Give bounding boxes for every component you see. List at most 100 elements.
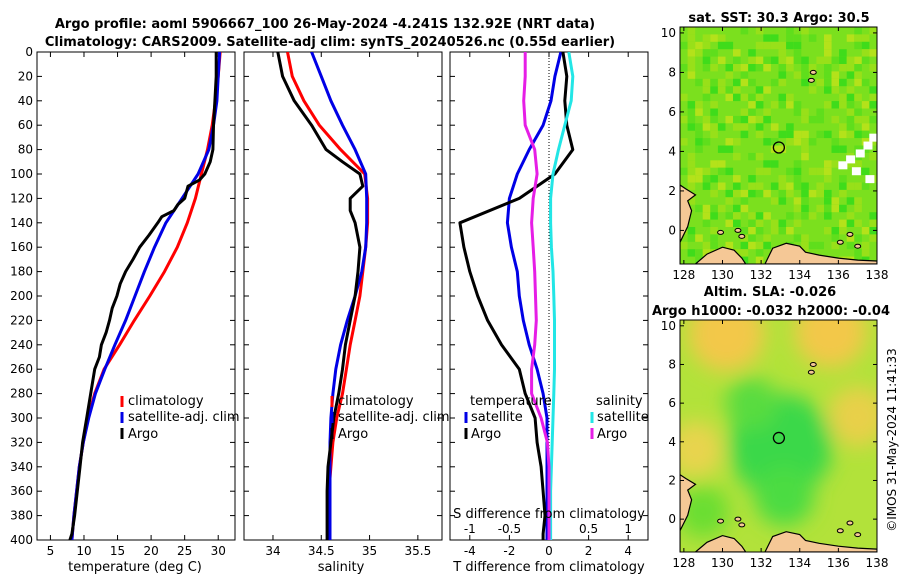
sst-cell [687,56,696,64]
sst-cell [695,49,703,57]
figure-title-line2: Climatology: CARS2009. Satellite-adj cli… [45,35,615,50]
map-y-tick-label: 6 [668,105,676,119]
sst-cell [770,145,779,153]
sst-cell [748,93,756,102]
sst-cell [854,71,862,79]
sst-cell [816,241,824,250]
sst-cell [680,115,688,124]
map-y-tick-label: 8 [668,357,676,371]
sst-cell [854,56,862,64]
sst-cell [755,41,764,50]
figure-title-line1: Argo profile: aoml 5906667_100 26-May-20… [55,17,595,32]
sst-cell [680,64,688,72]
sst-cell [755,227,764,235]
sst-cell [725,212,734,220]
sst-cell [687,160,696,168]
sst-cell [861,101,870,109]
sst-cell [854,64,862,72]
sst-cell [717,123,726,131]
sst-cell [740,123,749,131]
sst-cell [687,34,696,42]
sst-cell [687,49,696,57]
y-tick-label: 360 [10,484,33,498]
sst-cell [801,56,809,64]
sst-cell [793,219,802,227]
y-tick-label: 320 [10,435,33,449]
sst-cell [824,227,832,235]
x-tick-label: 4 [624,544,632,558]
sst-cell [740,204,749,213]
sst-cell [733,115,741,124]
map-x-tick-label: 130 [711,268,734,282]
sst-cell [680,167,688,176]
sst-cell [831,78,840,87]
sst-cell [839,64,847,72]
sst-cell [831,101,840,109]
sst-cell [831,197,840,205]
sst-cell [801,182,809,190]
sst-cell [793,204,802,213]
sst-cell [710,101,718,109]
sst-cell [831,138,840,146]
sst-cell [831,86,840,94]
island [807,77,815,83]
sst-cell [695,204,703,213]
sst-cell [740,27,749,35]
x2-tick-label: -1 [464,522,476,536]
sst-cell [710,64,718,72]
sst-cell [846,160,855,168]
sst-cell [793,130,802,139]
cloud-gap [846,155,856,164]
sst-cell [748,241,756,250]
sst-cell [717,56,726,64]
sst-cell [786,138,794,146]
sst-cell [786,123,794,131]
y-tick-label: 180 [10,265,33,279]
sla-field [680,320,877,552]
sst-cell [778,145,787,153]
difference-xlabel: T difference from climatology [452,560,645,575]
cloud-gap [838,161,848,170]
sst-cell [786,167,794,176]
map-x-tick-label: 134 [788,268,811,282]
sst-cell [861,56,870,64]
sst-cell [839,204,847,213]
sst-cell [748,212,756,220]
sst-cell [710,189,718,198]
sst-cell [824,197,832,205]
sst-cell [717,204,726,213]
sst-cell [733,138,741,146]
sst-cell [695,108,703,116]
sst-cell [816,204,824,213]
map-x-tick-label: 130 [711,556,734,570]
sst-cell [869,212,877,220]
sst-cell [839,56,847,64]
sst-cell [687,41,696,50]
sst-cell [733,212,741,220]
sst-cell [831,145,840,153]
island [738,522,746,528]
sst-cell [824,71,832,79]
sst-cell [748,189,756,198]
sst-cell [755,152,764,161]
sst-cell [861,167,870,176]
sst-cell [702,41,711,50]
legend-label-climatology: climatology [128,394,204,409]
sst-cell [702,241,711,250]
sst-cell [733,219,741,227]
cloud-gap [863,141,873,150]
sst-cell [824,34,832,42]
sst-cell [854,34,862,42]
sst-cell [869,86,877,94]
sst-cell [778,175,787,183]
sst-cell [680,41,688,50]
legend-label-argo: Argo [338,427,368,442]
sst-cell [695,138,703,146]
sst-cell [801,115,809,124]
sst-cell [808,86,817,94]
island [807,369,815,375]
sst-cell [740,108,749,116]
sst-cell [793,49,802,57]
sst-cell [846,108,855,116]
sst-cell [778,49,787,57]
